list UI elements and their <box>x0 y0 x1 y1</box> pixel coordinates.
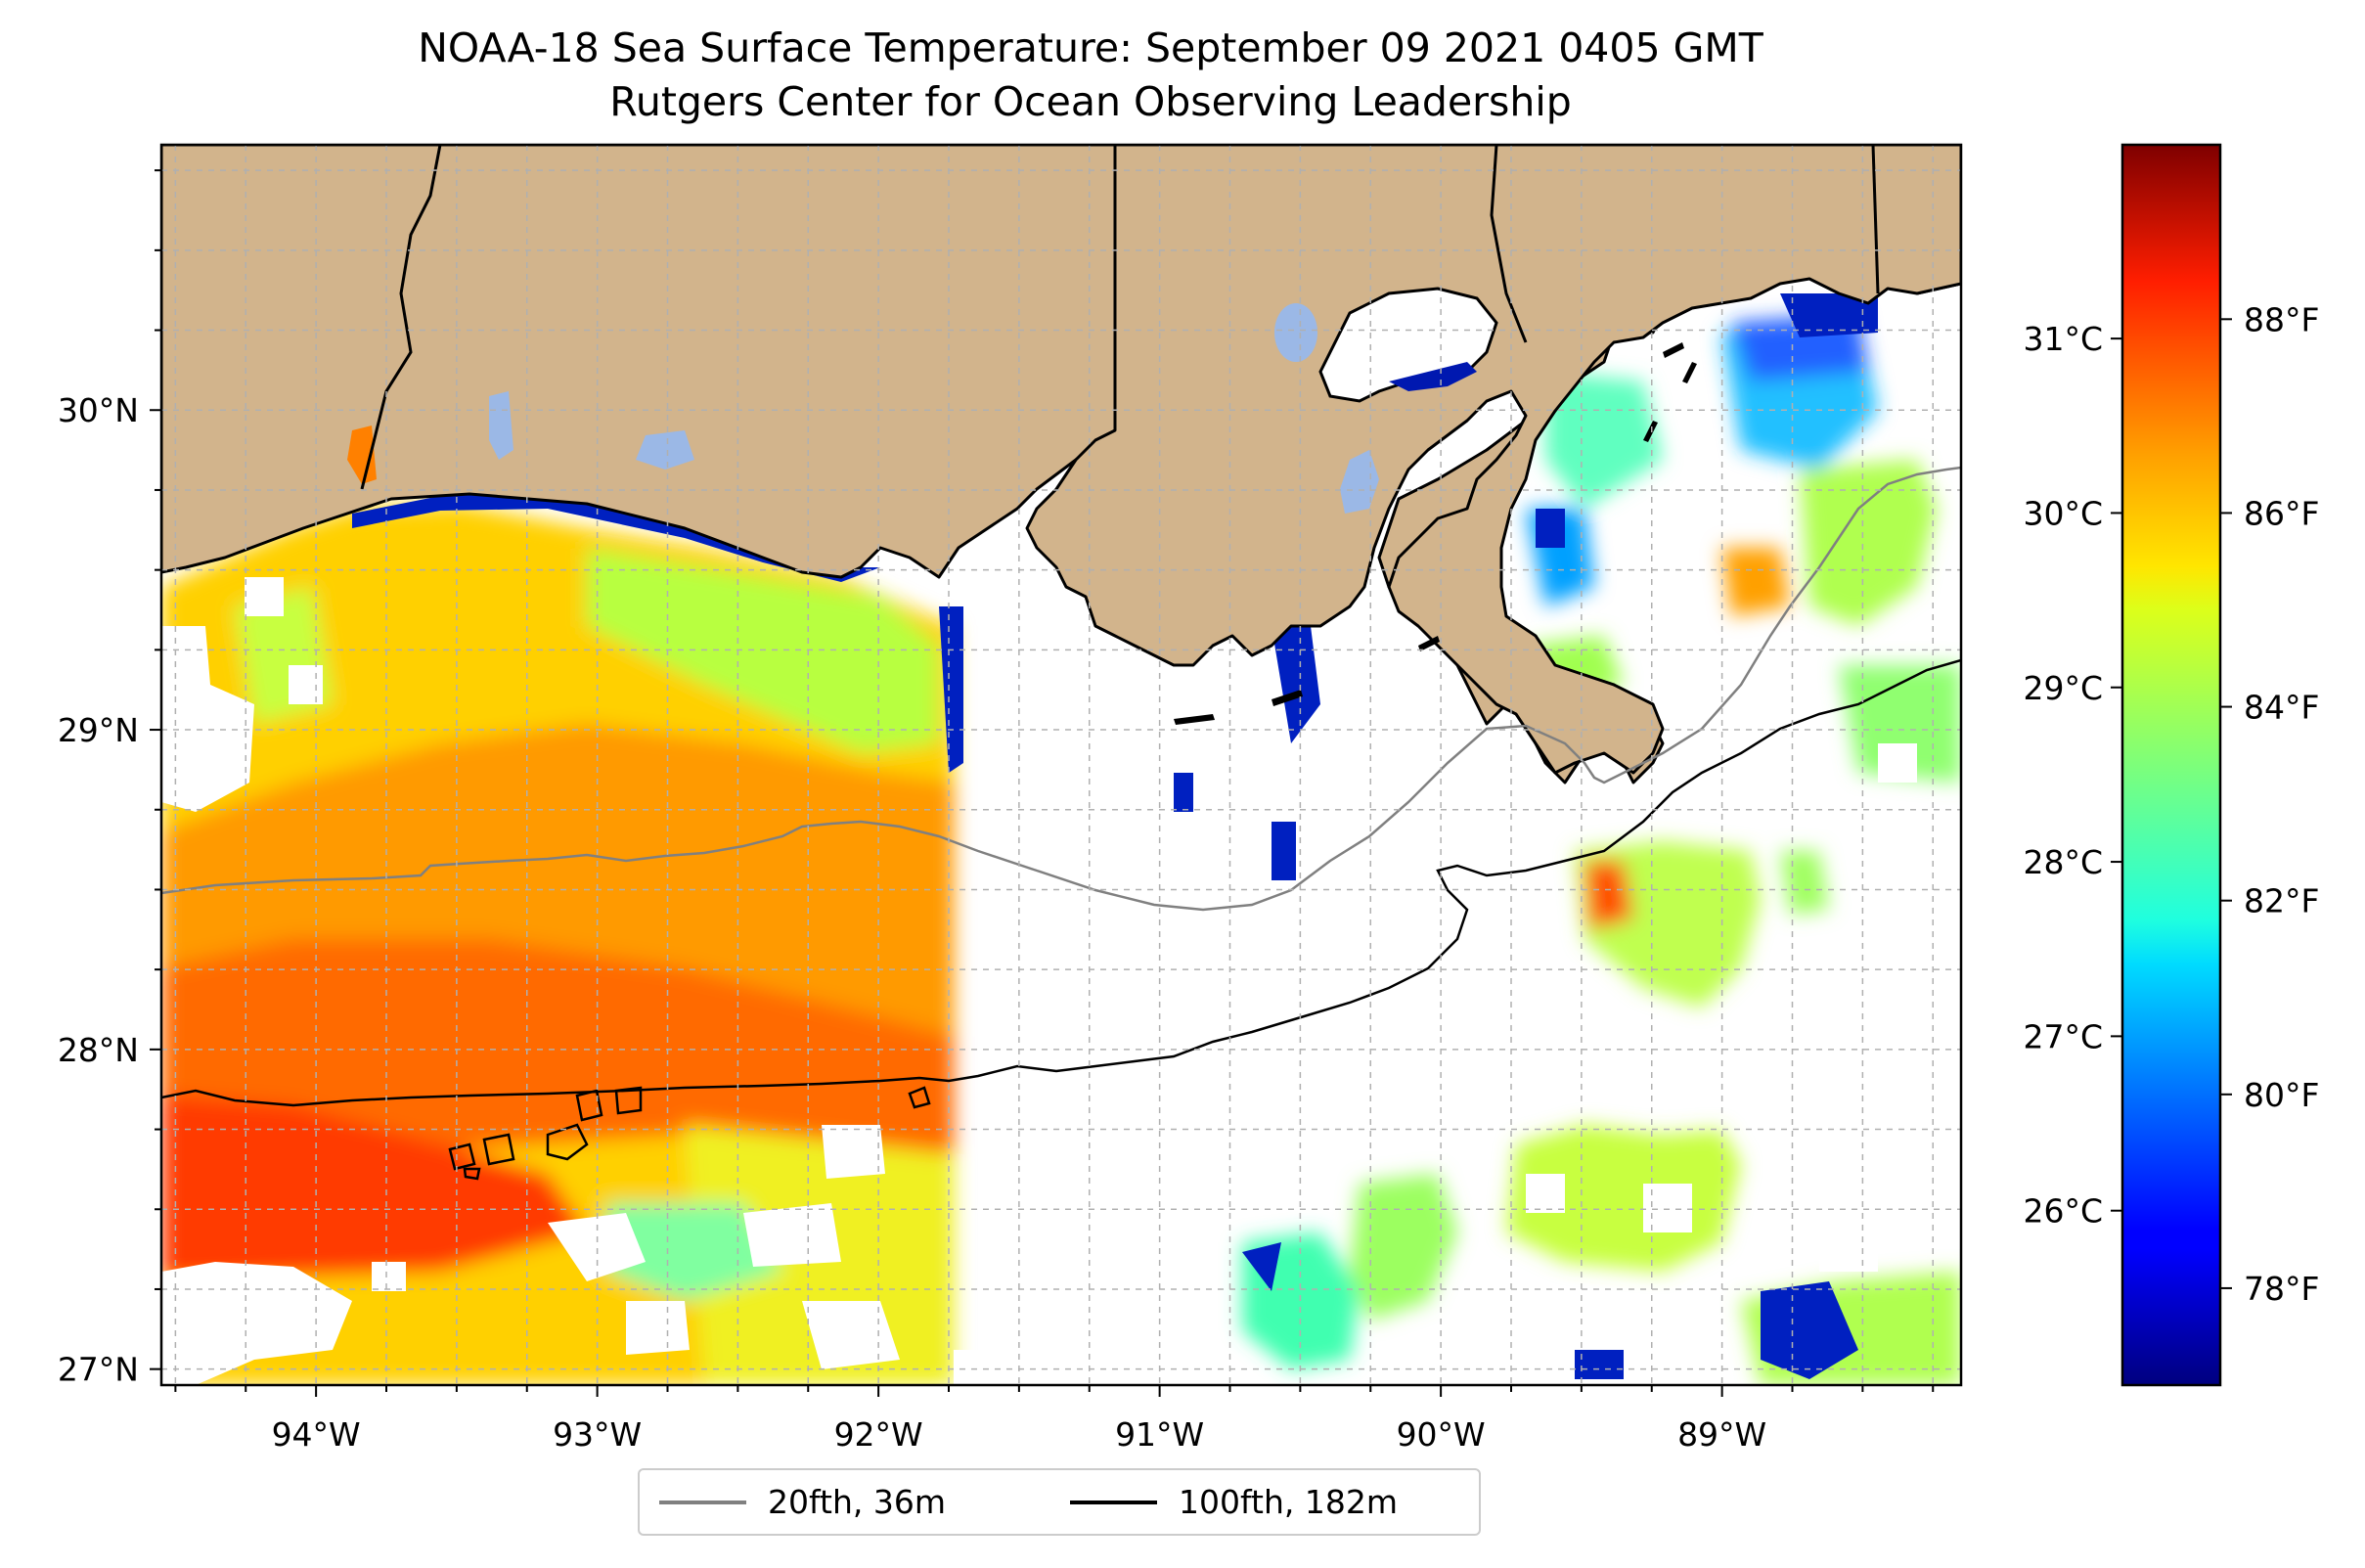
lon-tick-label: 91°W <box>1115 1415 1204 1454</box>
colorbar-f-label: 84°F <box>2244 689 2319 727</box>
colorbar-f-label: 86°F <box>2244 494 2319 532</box>
longitude-axis: 94°W 93°W 92°W 91°W 90°W 89°W <box>174 1385 1935 1454</box>
colorbar-f-label: 80°F <box>2244 1076 2319 1114</box>
legend-label-20fth: 20fth, 36m <box>768 1483 946 1521</box>
lat-tick-label: 27°N <box>58 1351 139 1389</box>
lake-salvador <box>1340 450 1379 514</box>
lon-tick-label: 89°W <box>1677 1415 1766 1454</box>
colorbar-c-label: 29°C <box>2023 669 2103 707</box>
legend-item-20fth: 20fth, 36m <box>659 1470 946 1534</box>
lon-tick-label: 94°W <box>272 1415 361 1454</box>
colorbar-celsius-axis: 26°C 27°C 28°C 29°C 30°C 31°C <box>2023 320 2122 1231</box>
colorbar-fahrenheit-axis: 78°F 80°F 82°F 84°F 86°F 88°F <box>2220 300 2319 1308</box>
lon-tick-label: 92°W <box>834 1415 923 1454</box>
lon-tick-label: 93°W <box>553 1415 642 1454</box>
cloud-holes-east <box>1526 743 1917 1272</box>
calcasieu-lake <box>489 391 513 460</box>
latitude-axis: 27°N 28°N 29°N 30°N <box>58 169 161 1389</box>
colorbar-c-label: 27°C <box>2023 1017 2103 1055</box>
lat-tick-label: 30°N <box>58 391 139 429</box>
lat-tick-label: 28°N <box>58 1031 139 1069</box>
colorbar-c-label: 31°C <box>2023 320 2103 358</box>
isobath-20fth <box>161 466 1961 912</box>
land-delta <box>1025 145 1961 775</box>
legend-label-100fth: 100fth, 182m <box>1179 1483 1398 1521</box>
colorbar-f-label: 82°F <box>2244 882 2319 920</box>
land-coast-west <box>161 145 1117 579</box>
lat-tick-label: 29°N <box>58 711 139 749</box>
legend-swatch-100fth <box>1070 1500 1157 1504</box>
legend: 20fth, 36m 100fth, 182m <box>638 1468 1481 1536</box>
barrier-islands <box>1174 342 1697 725</box>
map-frame <box>159 143 1963 1387</box>
chart-subtitle: Rutgers Center for Ocean Observing Leade… <box>609 78 1572 125</box>
sabine-lake <box>347 426 377 484</box>
lon-tick-label: 90°W <box>1397 1415 1486 1454</box>
legend-item-100fth: 100fth, 182m <box>1070 1470 1398 1534</box>
lake-pontchartrain <box>1318 287 1498 403</box>
colorbar-c-label: 30°C <box>2023 494 2103 532</box>
lake-maurepas <box>1274 303 1317 362</box>
cloud-holes-west <box>161 577 998 1385</box>
isobath-banks <box>448 1086 931 1181</box>
colorbar-f-label: 88°F <box>2244 300 2319 338</box>
colorbar-gradient <box>2120 143 2222 1387</box>
colorbar-f-label: 78°F <box>2244 1270 2319 1308</box>
colorbar-c-label: 28°C <box>2023 843 2103 881</box>
state-borders <box>360 145 1880 490</box>
gridlines <box>161 145 1961 1385</box>
lake-sst <box>1389 362 1477 391</box>
white-lake <box>636 430 694 470</box>
sst-field-west <box>161 504 954 1385</box>
chart-title: NOAA-18 Sea Surface Temperature: Septemb… <box>418 24 1763 71</box>
legend-swatch-20fth <box>659 1500 746 1504</box>
colorbar-c-label: 26°C <box>2023 1192 2103 1231</box>
